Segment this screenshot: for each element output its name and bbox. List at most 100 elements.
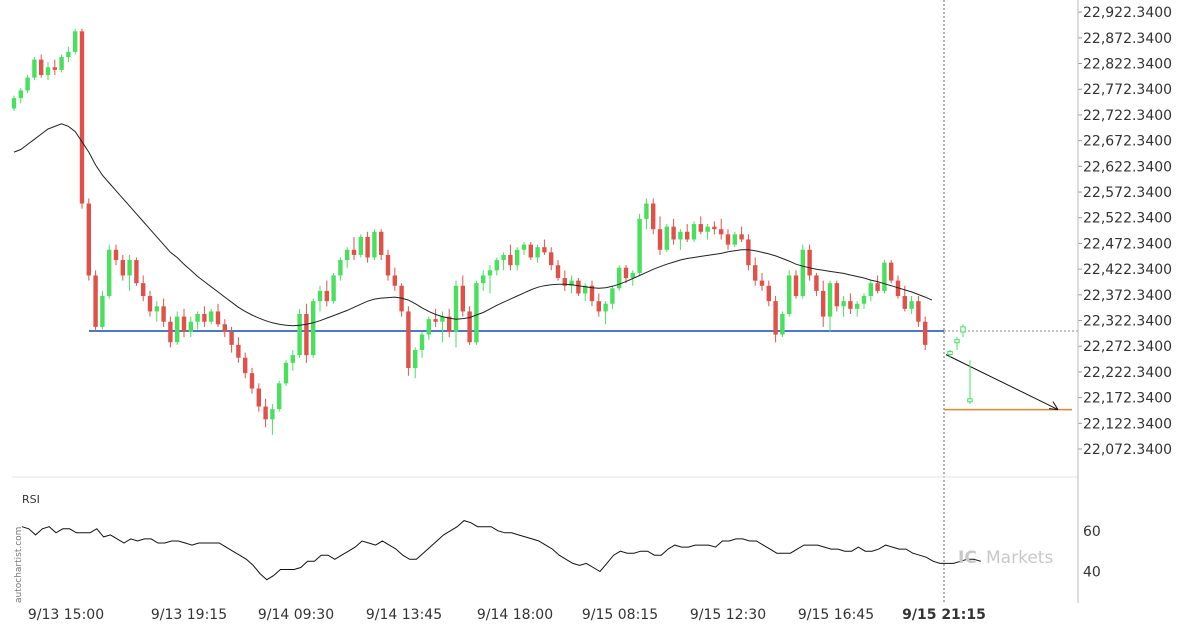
candle-down — [467, 311, 472, 343]
candle-down — [52, 67, 57, 70]
candle-down — [671, 226, 676, 240]
forecast-arrow-head — [1048, 401, 1059, 411]
time-label: 9/15 12:30 — [690, 607, 766, 623]
candle-up — [868, 283, 873, 297]
candle-up — [501, 254, 506, 261]
candle-down — [657, 229, 663, 250]
candle-up — [515, 249, 520, 266]
candle-up — [338, 260, 343, 276]
candle-up — [780, 314, 785, 335]
candle-down — [79, 31, 85, 204]
price-tick-label: 22,522.3400 — [1083, 211, 1172, 227]
candle-down — [460, 285, 465, 312]
time-label: 9/14 09:30 — [258, 607, 334, 623]
candle-down — [365, 236, 370, 258]
candle-down — [834, 283, 839, 307]
candle-up — [270, 409, 275, 420]
candle-up — [188, 321, 193, 333]
watermark-text: autochartist.com — [14, 527, 24, 603]
time-label: 9/15 08:15 — [582, 607, 658, 623]
price-axis-area — [1078, 0, 1200, 630]
brand-name: Markets — [986, 548, 1053, 568]
candle-down — [86, 203, 91, 276]
candle-down — [379, 231, 384, 255]
price-tick-label: 22,222.3400 — [1083, 365, 1172, 381]
candle-down — [542, 247, 547, 253]
price-tick-label: 22,572.3400 — [1083, 185, 1172, 201]
candle-down — [739, 234, 744, 240]
time-label: 9/13 19:15 — [151, 607, 227, 623]
time-label-current: 9/15 21:15 — [902, 607, 986, 623]
live-candle — [960, 326, 966, 333]
rsi-line — [21, 520, 981, 581]
candle-up — [909, 301, 914, 309]
gridlines — [12, 0, 1078, 603]
price-tick-label: 22,822.3400 — [1083, 57, 1172, 73]
levels — [89, 329, 1078, 411]
live-candle — [967, 398, 973, 403]
candle-up — [882, 262, 887, 291]
candle-down — [807, 249, 812, 276]
candle-down — [39, 59, 44, 76]
candle-down — [447, 316, 452, 333]
candle-down — [576, 280, 581, 294]
candle-down — [848, 301, 853, 309]
rsi-tick-label: 40 — [1083, 565, 1101, 581]
candle-down — [685, 231, 690, 240]
candle-down — [351, 249, 357, 255]
candle-up — [107, 249, 112, 297]
candle-up — [637, 218, 642, 273]
time-label: 9/13 15:00 — [28, 607, 104, 623]
candle-down — [528, 244, 533, 258]
price-tick-label: 22,072.3400 — [1083, 442, 1172, 458]
price-tick-label: 22,922.3400 — [1083, 5, 1172, 21]
candle-up — [195, 314, 200, 322]
candle-down — [120, 260, 125, 276]
candle-up — [45, 67, 51, 76]
candle-down — [406, 311, 411, 368]
candle-up — [345, 249, 350, 261]
price-tick-label: 22,422.3400 — [1083, 262, 1172, 278]
candle-up — [678, 231, 683, 240]
rsi-tick-label: 60 — [1083, 524, 1101, 540]
axes: 22,922.3400 22,872.3400 22,822.3400 22,772.… — [28, 0, 1172, 623]
price-tick-label: 22,322.3400 — [1083, 314, 1172, 330]
candle-up — [100, 296, 105, 327]
candle-down — [814, 275, 819, 291]
candle-down — [385, 254, 391, 276]
candle-up — [59, 57, 64, 70]
candle-down — [793, 275, 799, 297]
candle-down — [304, 314, 309, 356]
candle-up — [644, 203, 649, 219]
candle-up — [32, 59, 37, 78]
time-label: 9/14 13:45 — [366, 607, 442, 623]
labels: RSI autochartist.com IC Markets — [14, 493, 1053, 603]
candle-down — [236, 344, 241, 358]
candle-up — [440, 316, 445, 322]
candle-down — [324, 290, 329, 302]
candle-down — [923, 321, 928, 345]
candle-down — [549, 252, 554, 266]
candle-up — [358, 236, 363, 255]
candle-down — [916, 301, 921, 322]
candle-down — [508, 254, 513, 266]
live-candle — [954, 339, 960, 344]
candle-up — [283, 362, 289, 384]
candle-down — [821, 290, 826, 317]
candle-up — [474, 283, 479, 343]
candle-down — [147, 296, 153, 312]
forecast-arrow-line — [945, 354, 1059, 411]
candle-up — [630, 272, 635, 279]
candle-down — [651, 203, 656, 230]
candle-up — [419, 334, 425, 350]
candle-up — [290, 355, 295, 363]
candle-down — [719, 229, 724, 235]
candles — [11, 28, 973, 435]
candle-up — [617, 267, 622, 289]
time-label: 9/14 18:00 — [477, 607, 553, 623]
candle-up — [610, 288, 615, 304]
brand-logo: IC Markets — [958, 548, 1053, 568]
brand-prefix: IC — [958, 548, 977, 568]
candle-up — [855, 303, 860, 309]
